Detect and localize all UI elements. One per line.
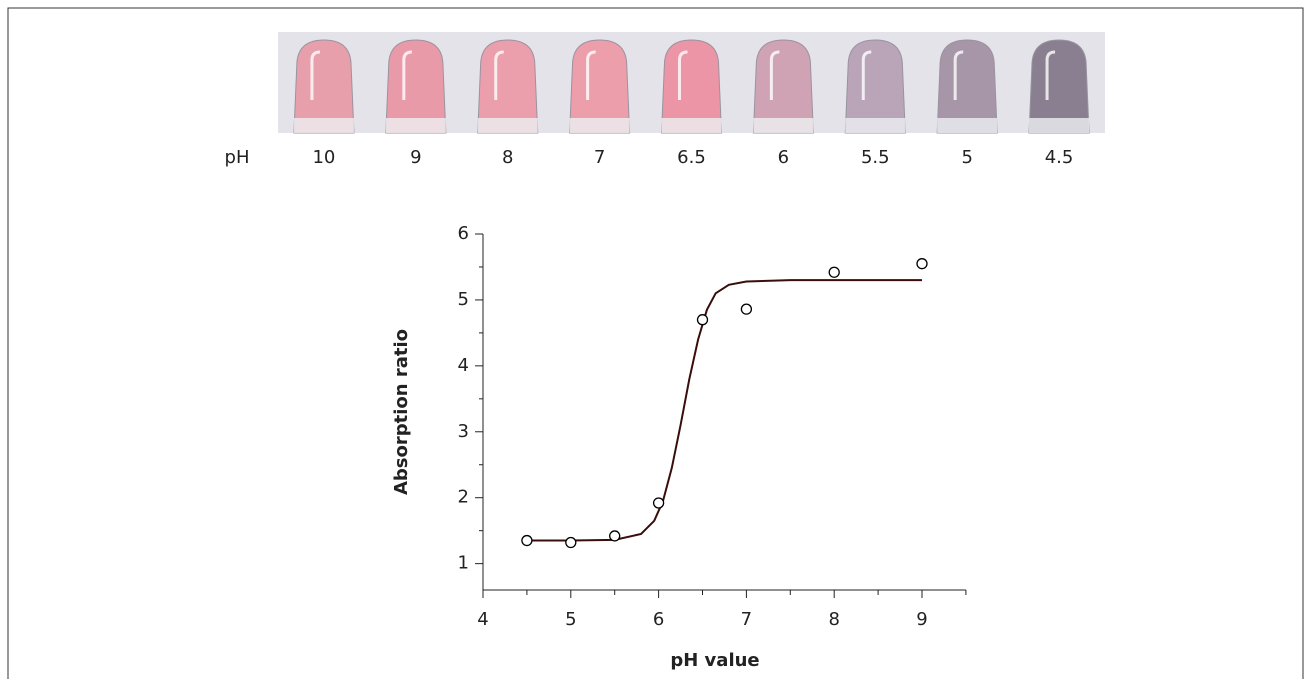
tube-highlight <box>953 50 964 100</box>
data-point <box>652 497 665 509</box>
tube-highlight <box>861 50 872 100</box>
y-tick-label: 4 <box>458 355 469 376</box>
tube <box>844 39 906 134</box>
tube <box>752 39 814 134</box>
tube-highlight <box>586 50 596 100</box>
tube-highlight <box>494 50 504 100</box>
x-tick-label: 4 <box>477 609 488 630</box>
tube <box>569 39 631 134</box>
ph-value: 9 <box>410 147 421 168</box>
data-point <box>609 530 621 542</box>
y-tick-label: 5 <box>458 289 469 310</box>
x-tick-label: 5 <box>565 609 576 630</box>
ph-value: 6.5 <box>677 147 706 168</box>
tube-glass <box>293 118 354 133</box>
tube-glass <box>477 118 538 133</box>
y-tick-label: 3 <box>458 421 469 442</box>
tube <box>477 39 539 134</box>
tube-glass <box>569 118 630 133</box>
tube-glass <box>845 118 906 133</box>
x-tick-label: 8 <box>828 609 839 630</box>
ph-value: 6 <box>778 147 789 168</box>
data-point <box>565 536 577 549</box>
frame <box>7 7 1304 679</box>
data-point <box>740 303 753 315</box>
data-point <box>828 266 840 278</box>
ph-label: pH <box>225 147 250 168</box>
fit-curve <box>526 279 922 542</box>
x-tick-label: 6 <box>653 609 664 630</box>
tube-highlight <box>310 50 321 100</box>
tube-highlight <box>678 50 688 100</box>
x-axis-label: pH value <box>670 650 759 671</box>
tube-highlight <box>1045 50 1056 100</box>
data-point <box>521 534 533 547</box>
y-axis-label: Absorption ratio <box>391 329 412 495</box>
tube-highlight <box>402 50 412 100</box>
tube-glass <box>753 118 814 133</box>
y-tick-label: 6 <box>458 223 469 244</box>
y-tick-label: 1 <box>458 553 469 574</box>
x-tick-label: 9 <box>916 609 927 630</box>
ph-value: 5 <box>961 147 972 168</box>
tube-glass <box>1029 118 1090 133</box>
tube <box>385 39 447 134</box>
tube <box>293 39 355 134</box>
ph-value: 5.5 <box>861 147 890 168</box>
data-point <box>916 258 928 270</box>
tube <box>936 39 998 134</box>
tube-highlight <box>769 50 780 100</box>
ph-value: 8 <box>502 147 513 168</box>
ph-value: 7 <box>594 147 605 168</box>
tube-glass <box>937 118 998 133</box>
tube-glass <box>661 118 722 133</box>
ph-value: 10 <box>312 147 335 168</box>
x-tick-label: 7 <box>741 609 752 630</box>
ph-value: 4.5 <box>1045 147 1074 168</box>
tube <box>1028 39 1090 134</box>
tube <box>660 39 723 134</box>
y-tick-label: 2 <box>458 487 469 508</box>
data-point <box>696 314 709 326</box>
tube-glass <box>385 118 446 133</box>
